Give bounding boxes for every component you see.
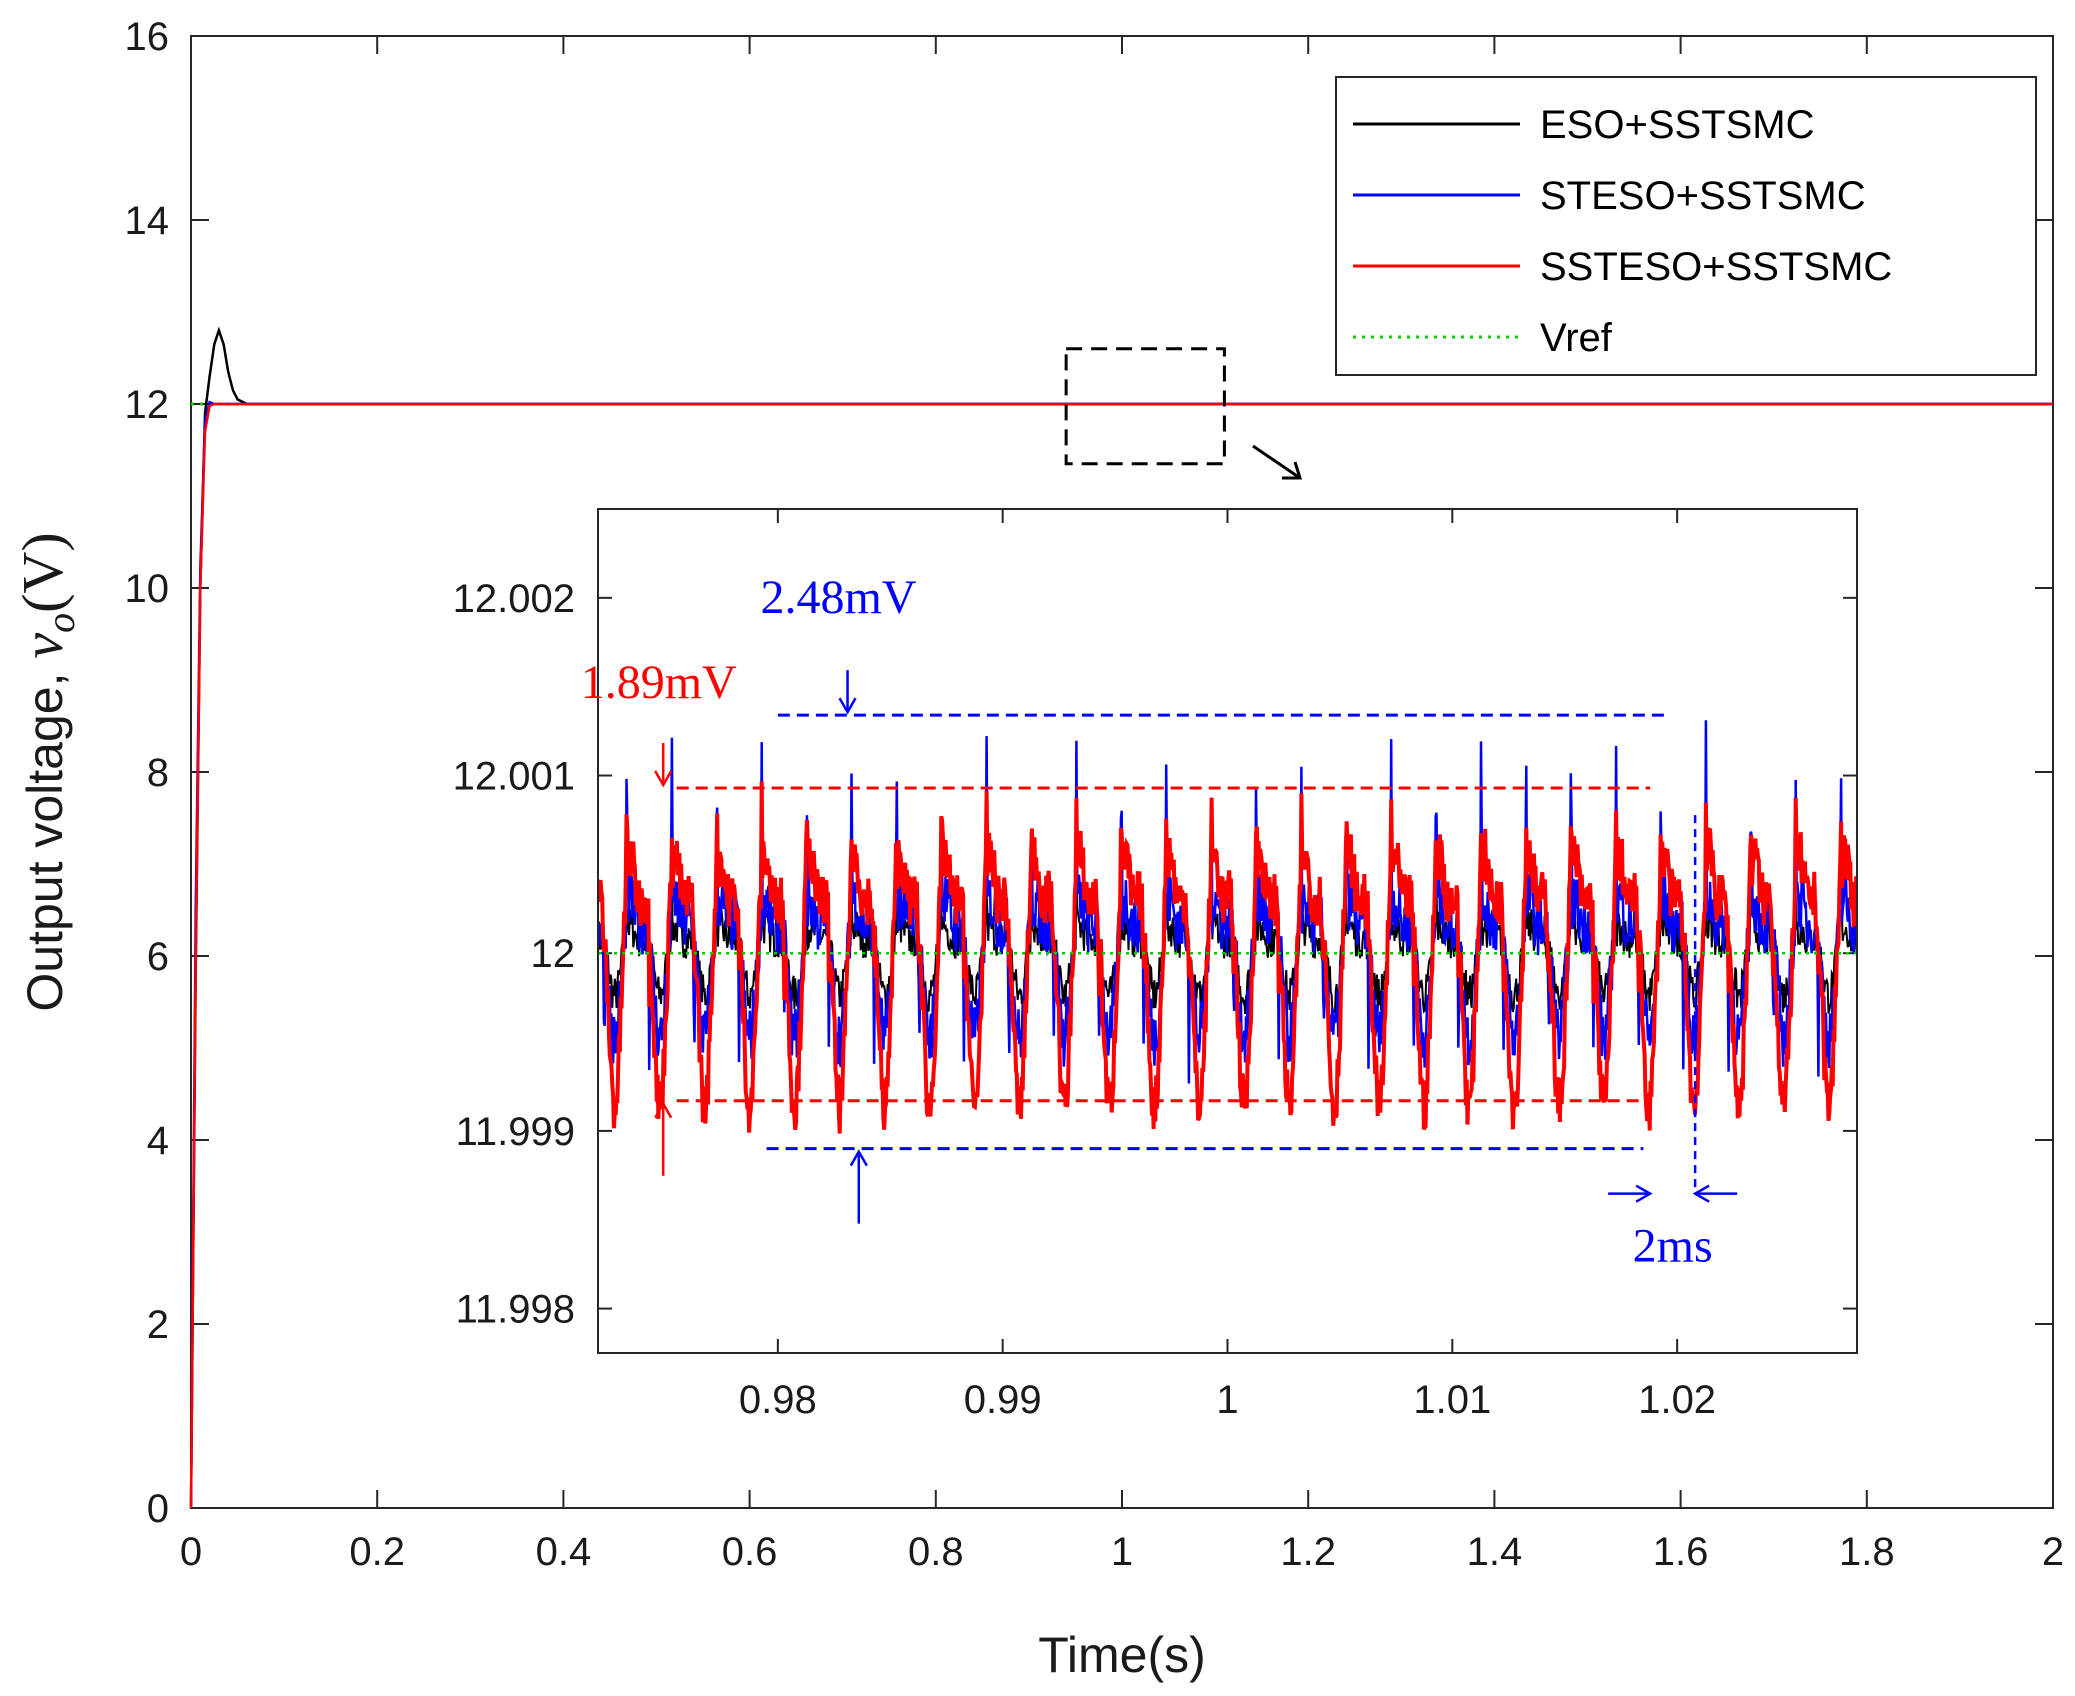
y-axis-label: Output voltage, vo(V): [10, 532, 83, 1011]
x-tick-label: 0.4: [536, 1530, 592, 1574]
y-tick-label: 12: [125, 383, 170, 427]
inset-y-tick-label: 11.999: [456, 1110, 575, 1154]
legend-label-steso: STESO+SSTSMC: [1540, 174, 1866, 218]
x-tick-label: 1: [1111, 1530, 1133, 1574]
y-tick-label: 6: [147, 935, 169, 979]
x-tick-label: 1.2: [1280, 1530, 1336, 1574]
inset-x-tick-label: 1.01: [1413, 1378, 1491, 1422]
y-axis-label-symbol: v: [10, 633, 75, 659]
x-tick-label: 0.6: [722, 1530, 778, 1574]
series-line-ssteso-sstsmc: [189, 402, 2053, 1509]
zoom-region-box: [1064, 347, 1226, 466]
y-axis-label-prefix: Output voltage,: [17, 659, 73, 1012]
blue-max-arrow-icon-head: [838, 697, 857, 715]
inset-y-tick-label: 11.998: [456, 1288, 575, 1332]
y-tick-label: 8: [147, 751, 169, 795]
legend-label-eso: ESO+SSTSMC: [1540, 103, 1815, 147]
inset-annotations: 2.48mV 1.89mV 2ms: [581, 571, 1738, 1273]
inset-series-group: [599, 720, 1856, 1134]
inset-x-tick-label: 0.99: [964, 1378, 1042, 1422]
inset-series-line-steso-sstsmc: [599, 720, 1856, 1084]
y-tick-label: 14: [125, 199, 170, 243]
period-arrow-left-head: [1635, 1184, 1653, 1203]
main-series-group: [189, 326, 2053, 1509]
inset-axis-ticks: 0.98 0.99 1 1.01 1.02 11.998 11.999 12 12.001 12.…: [453, 509, 1857, 1422]
inset-series-line-ssteso-sstsmc: [599, 781, 1856, 1134]
x-tick-label: 0.2: [349, 1530, 405, 1574]
inset-y-tick-label: 12.002: [453, 577, 575, 621]
inset-x-tick-label: 1: [1216, 1378, 1238, 1422]
y-tick-label: 2: [147, 1303, 169, 1347]
period-label: 2ms: [1633, 1220, 1713, 1273]
blue-min-arrow-icon-head: [849, 1149, 868, 1167]
x-tick-label: 2: [2042, 1530, 2064, 1574]
svg-text:Output voltage, vo(V): Output voltage, vo(V): [10, 532, 83, 1011]
x-tick-label: 1.4: [1467, 1530, 1523, 1574]
inset-y-tick-label: 12: [531, 932, 576, 976]
y-axis-label-unit: (V): [10, 532, 75, 613]
red-ripple-label: 1.89mV: [581, 656, 737, 709]
inset-x-tick-label: 0.98: [739, 1378, 817, 1422]
red-max-arrow-icon-head: [654, 770, 673, 788]
zoom-pointer-arrow-icon: [1252, 444, 1303, 480]
inset-y-tick-label: 12.001: [453, 755, 575, 799]
inset-x-tick-label: 1.02: [1638, 1378, 1716, 1422]
main-axis-ticks: 0 0.2 0.4 0.6 0.8 1 1.2 1.4 1.6 1.8 2 0 2 4 6 8 10 12 14 16: [125, 15, 2065, 1574]
inset-series-line-eso-sstsmc: [599, 866, 1856, 1014]
y-tick-label: 4: [147, 1119, 169, 1163]
y-axis-label-subscript: o: [38, 613, 83, 633]
red-min-arrow-icon-head: [654, 1101, 673, 1119]
legend-label-vref: Vref: [1540, 316, 1613, 360]
y-tick-label: 0: [147, 1487, 169, 1531]
x-axis-label: Time(s): [1038, 1627, 1206, 1683]
legend-label-ssteso: SSTESO+SSTSMC: [1540, 245, 1892, 289]
y-tick-label: 16: [125, 15, 170, 59]
x-tick-label: 0: [180, 1530, 202, 1574]
y-tick-label: 10: [125, 567, 170, 611]
x-tick-label: 0.8: [908, 1530, 964, 1574]
x-tick-label: 1.6: [1653, 1530, 1709, 1574]
x-tick-label: 1.8: [1839, 1530, 1895, 1574]
period-arrow-right-head: [1692, 1184, 1710, 1203]
blue-ripple-label: 2.48mV: [761, 571, 917, 624]
legend: ESO+SSTSMC STESO+SSTSMC SSTESO+SSTSMC Vr…: [1335, 76, 2037, 376]
